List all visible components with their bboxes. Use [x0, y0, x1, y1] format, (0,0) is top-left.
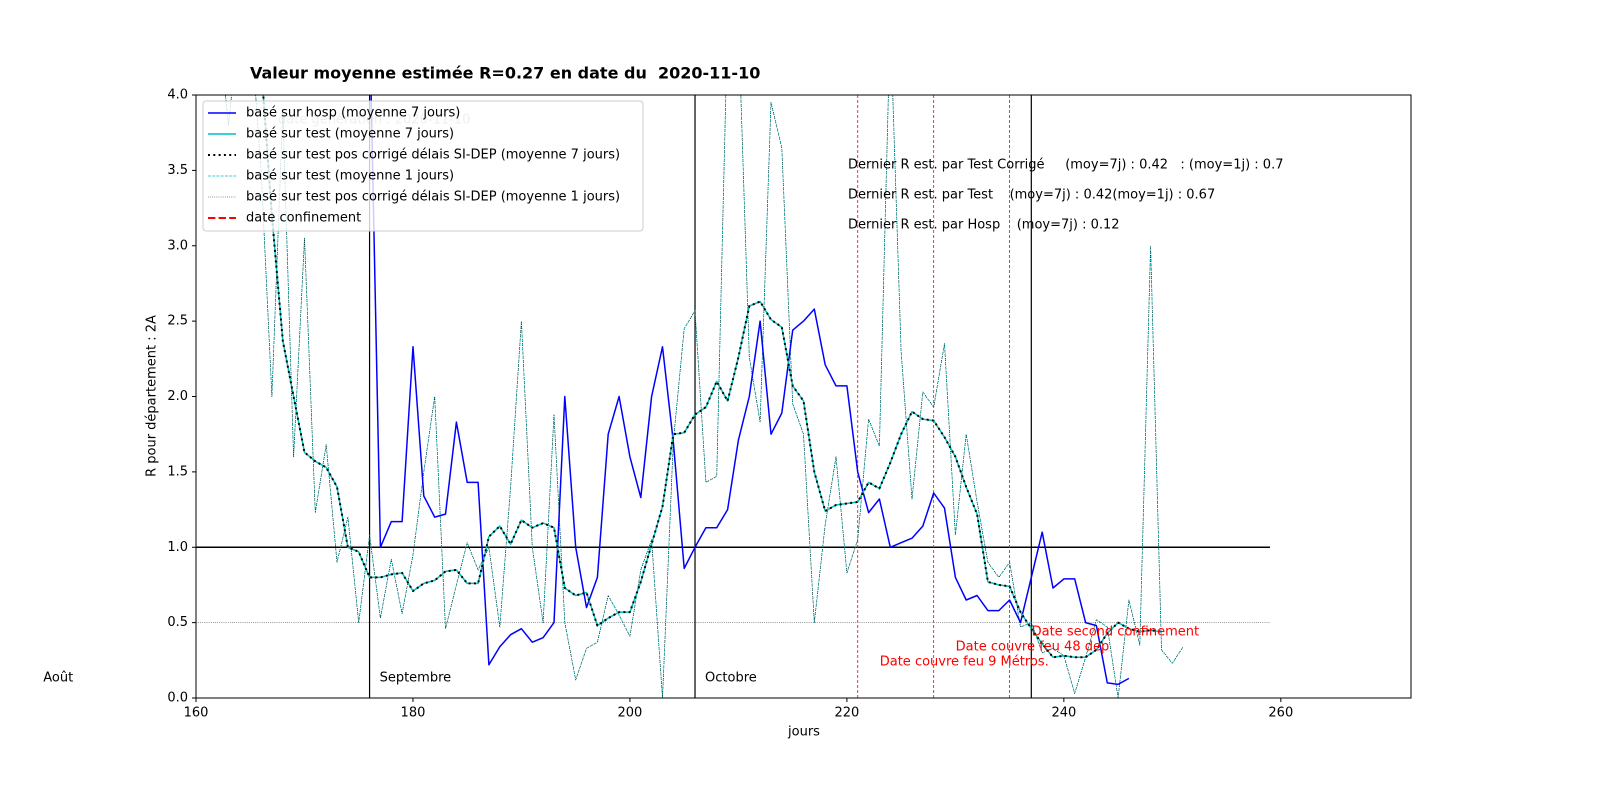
legend-label: basé sur hosp (moyenne 7 jours): [246, 106, 460, 121]
legend-label: basé sur test pos corrigé délais SI-DEP …: [246, 148, 620, 163]
x-tick-label: 240: [1051, 706, 1076, 721]
series-line: [225, 95, 1184, 698]
y-tick-label: 0.0: [167, 691, 188, 706]
x-tick-label: 220: [834, 706, 859, 721]
x-tick-label: 260: [1268, 706, 1293, 721]
legend-label: basé sur test (moyenne 1 jours): [246, 169, 454, 184]
chart-title: Valeur moyenne estimée R=0.27 en date du…: [250, 64, 760, 83]
note: Dernier R est. par Hosp (moy=7j) : 0.12: [848, 218, 1120, 233]
x-axis-label: jours: [787, 725, 820, 740]
event-label: Date couvre feu 48 dep: [956, 640, 1110, 655]
y-axis-label: R pour département : 2A: [145, 315, 160, 477]
month-label: Octobre: [705, 671, 757, 686]
legend-box: [202, 100, 644, 232]
legend-label: basé sur test pos corrigé délais SI-DEP …: [246, 190, 620, 205]
note: Dernier R est. par Test Corrigé (moy=7j)…: [848, 158, 1283, 173]
x-tick-label: 180: [401, 706, 426, 721]
x-tick-label: 200: [618, 706, 643, 721]
y-tick-label: 1.0: [167, 540, 188, 555]
month-label: Août: [43, 671, 73, 686]
month-label: Septembre: [380, 671, 452, 686]
legend-label: basé sur test (moyenne 7 jours): [246, 127, 454, 142]
event-label: Date second confinement: [1032, 625, 1199, 640]
y-tick-label: 3.5: [167, 163, 188, 178]
y-tick-label: 2.5: [167, 314, 188, 329]
y-tick-label: 2.0: [167, 389, 188, 404]
y-tick-label: 3.0: [167, 238, 188, 253]
y-tick-label: 1.5: [167, 464, 188, 479]
series-line: [262, 95, 1162, 659]
y-tick-label: 0.5: [167, 615, 188, 630]
series-line: [370, 95, 1130, 686]
x-tick-label: 160: [184, 706, 209, 721]
legend-label: date confinement: [246, 211, 361, 226]
y-tick-label: 4.0: [167, 88, 188, 103]
legend: basé sur hosp (moyenne 7 jours) basé sur …: [202, 100, 644, 232]
event-label: Date couvre feu 9 Métros.: [880, 655, 1049, 670]
note: Dernier R est. par Test (moy=7j) : 0.42(…: [848, 188, 1215, 203]
plot-area: [196, 95, 1270, 698]
